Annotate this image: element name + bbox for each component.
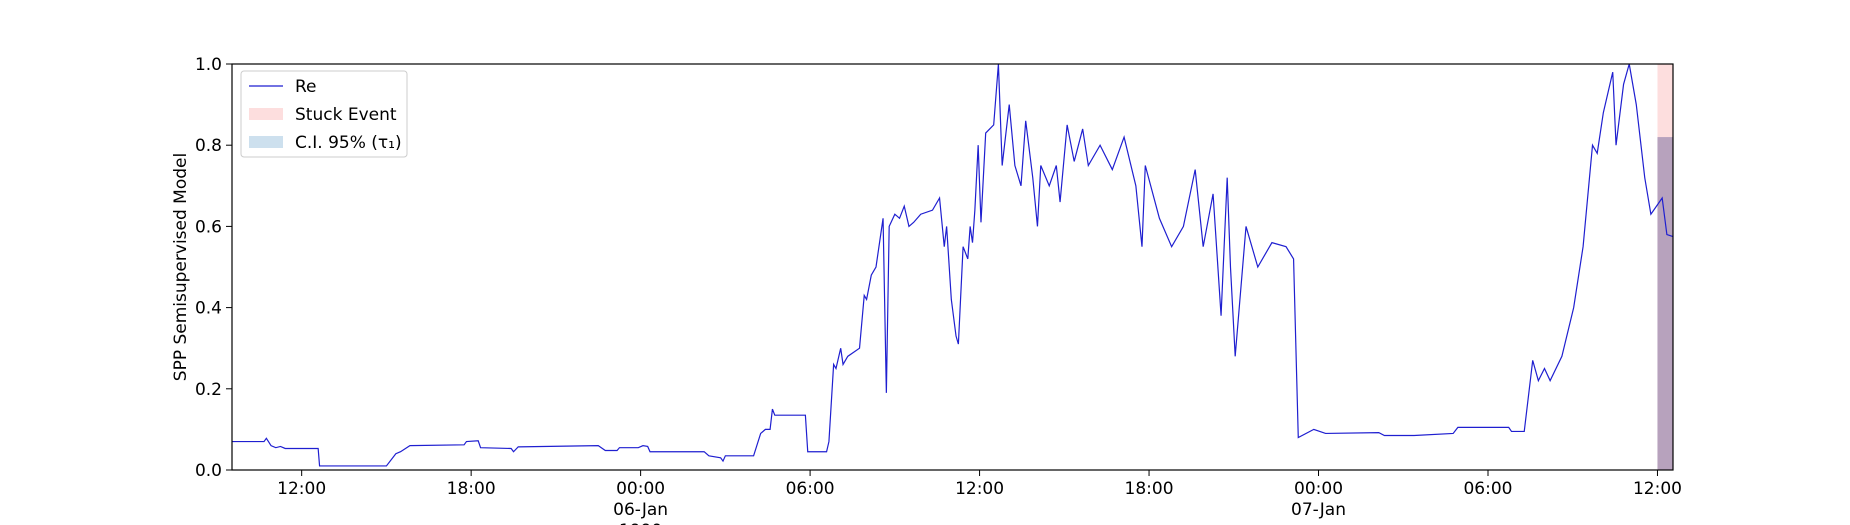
y-tick-label: 0.4 [195, 299, 222, 319]
y-tick-label: 0.6 [195, 217, 222, 237]
y-tick-label: 0.8 [195, 136, 222, 156]
data-line [232, 63, 1674, 467]
x-tick-label: 06:00 [786, 479, 835, 499]
legend-label: C.I. 95% (τ₁) [295, 133, 402, 153]
x-tick-label: 00:00 07-Jan [1291, 479, 1346, 520]
x-tick-label: 06:00 [1463, 479, 1512, 499]
x-tick-label: 18:00 [447, 479, 496, 499]
x-tick-label: 12:00 [955, 479, 1004, 499]
legend-label: Re [295, 77, 317, 97]
x-tick-label: 12:00 [277, 479, 326, 499]
x-tick-label: 12:00 [1633, 479, 1682, 499]
legend-box [240, 70, 408, 158]
legend-label: Stuck Event [295, 105, 397, 125]
y-tick-label: 0.0 [195, 461, 222, 481]
plot-frame [231, 63, 1674, 471]
legend-patch [249, 136, 283, 148]
x-tick-label: 18:00 [1125, 479, 1174, 499]
legend-patch [249, 108, 283, 120]
span [1657, 137, 1673, 470]
y-tick-label: 1.0 [195, 55, 222, 75]
y-tick-label: 0.2 [195, 380, 222, 400]
y-axis-label: SPP Semisupervised Model [171, 153, 191, 381]
